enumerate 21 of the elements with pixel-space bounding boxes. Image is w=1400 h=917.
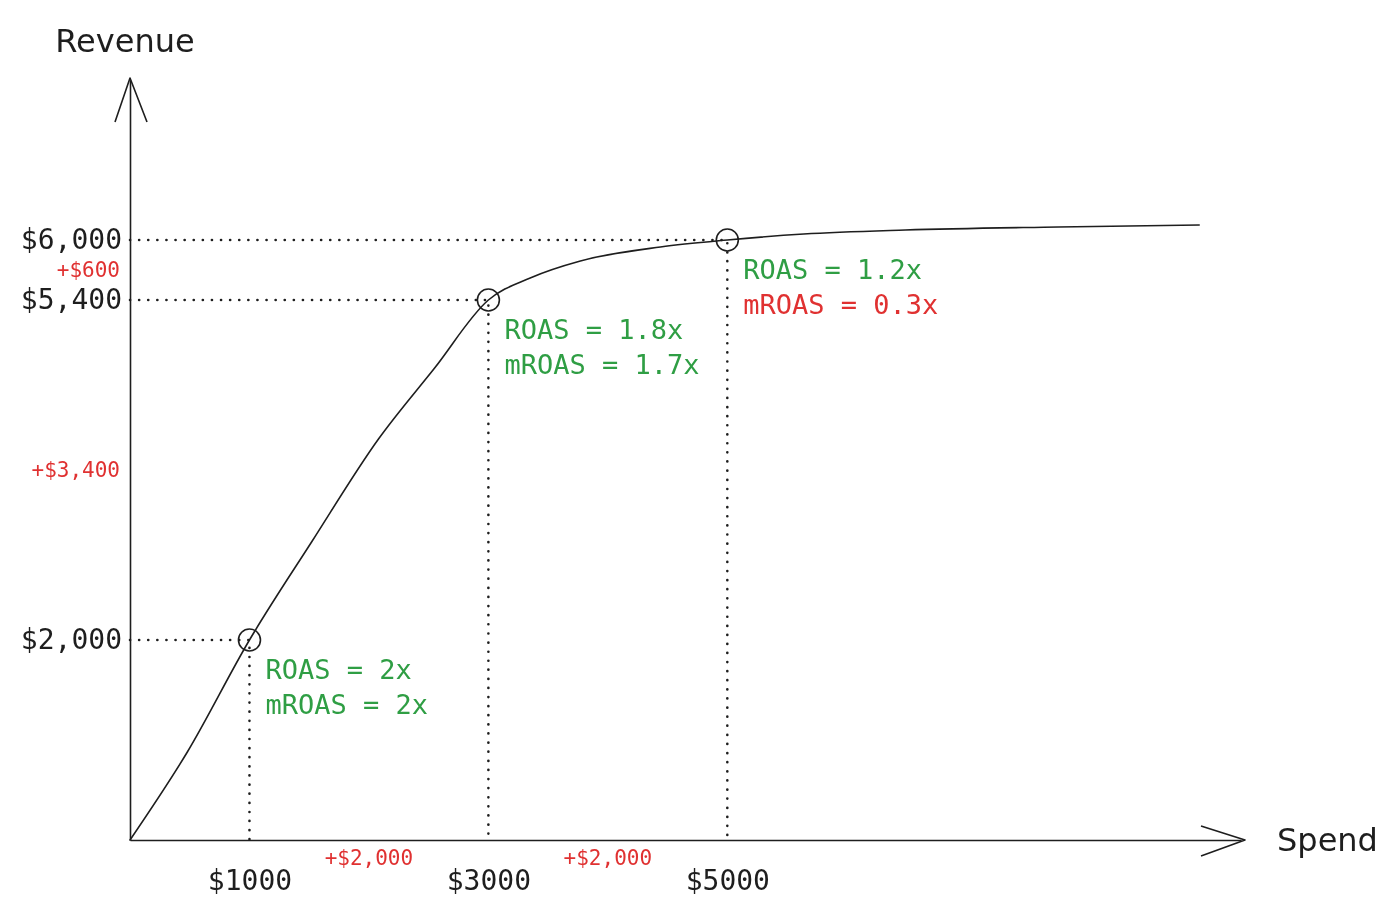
y-tick-label: $6,000 <box>20 223 122 257</box>
x-tick-label: $5000 <box>685 863 770 897</box>
annotation: ROAS = 1.8x <box>504 314 684 346</box>
y-axis-title: Revenue <box>55 22 195 60</box>
annotation: mROAS = 0.3x <box>743 289 939 321</box>
y-tick-label: $5,400 <box>20 283 122 317</box>
text: +$600 <box>56 258 120 283</box>
point <box>715 228 740 252</box>
annotation: mROAS = 1.7x <box>504 349 700 381</box>
x-axis-title: Spend <box>1277 821 1378 860</box>
y-tick-label: $2,000 <box>20 623 122 657</box>
text: +$2,000 <box>563 846 653 871</box>
text: +$2,000 <box>324 846 414 871</box>
annotation: ROAS = 2x <box>265 654 412 686</box>
x-tick-label: $1000 <box>207 863 293 897</box>
annotation: mROAS = 2x <box>265 689 429 721</box>
text: +$3,400 <box>31 458 120 483</box>
x-tick-label: $3000 <box>446 863 532 897</box>
point <box>237 628 262 652</box>
annotation: ROAS = 1.2x <box>743 254 923 286</box>
point <box>476 288 501 312</box>
